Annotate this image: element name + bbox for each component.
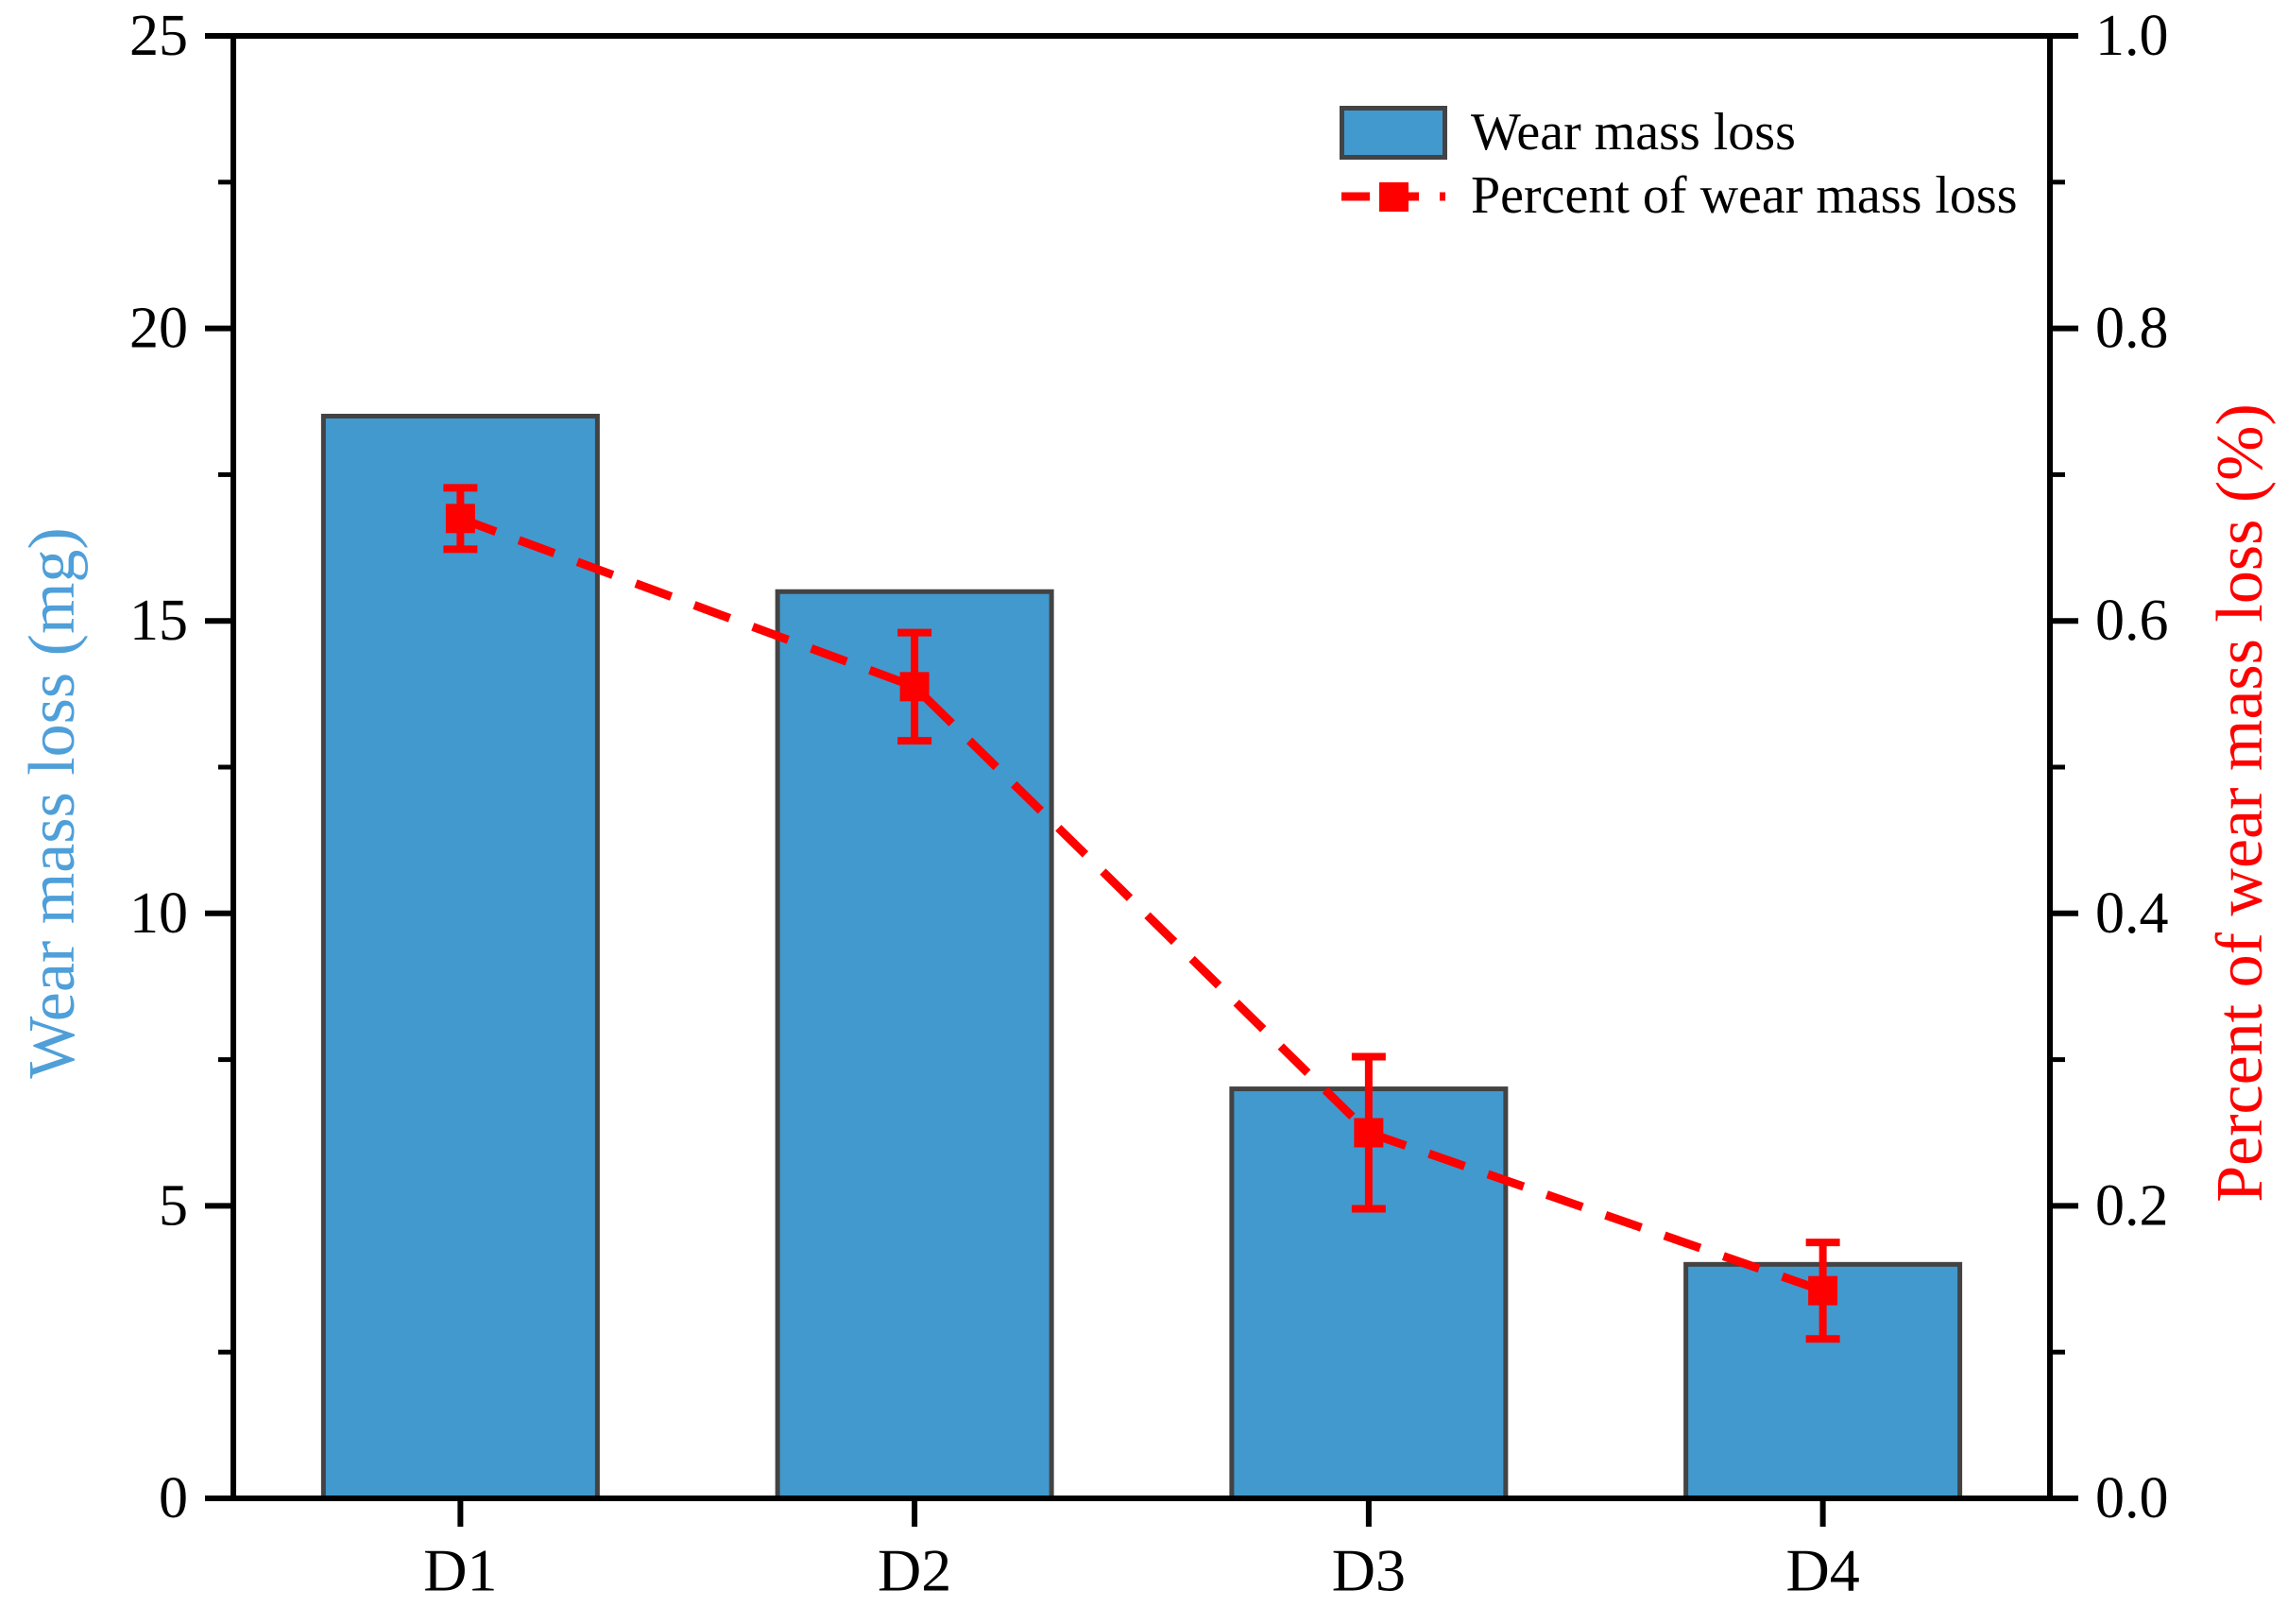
legend-item-percent-of-wear-mass-loss: Percent of wear mass loss [1340,167,2018,224]
right-axis-title: Percent of wear mass loss (%) [2204,403,2277,1203]
error-bars-and-markers [443,484,1840,1343]
x-tick-label-D4: D4 [1786,1537,1860,1604]
marker-D1 [445,504,475,534]
legend-item-label: Wear mass loss [1471,103,1796,162]
right-tick-label: 0.4 [2095,881,2169,946]
right-tick-label: 0.8 [2095,297,2169,361]
legend-bar-swatch-icon [1340,105,1447,160]
marker-D4 [1808,1275,1838,1306]
left-axis: 0 5 10 15 20 25 [129,4,233,1530]
left-tick-label: 0 [159,1466,188,1530]
x-tick-label-D3: D3 [1332,1537,1406,1604]
x-axis: D1 D2 D3 D4 [423,1498,1860,1604]
right-axis: 0.0 0.2 0.4 0.6 0.8 1.0 [2050,4,2169,1530]
x-tick-label-D2: D2 [878,1537,951,1604]
right-tick-label: 0.2 [2095,1173,2169,1238]
left-tick-label: 10 [129,881,188,946]
right-tick-label: 1.0 [2095,4,2169,68]
legend: Wear mass loss Percent of wear mass loss [1340,104,2018,224]
legend-item-label: Percent of wear mass loss [1471,166,2018,225]
x-tick-label-D1: D1 [423,1537,497,1604]
bar-series [320,413,1963,1501]
legend-dashed-line-marker-icon [1341,181,1445,212]
right-tick-label: 0.6 [2095,589,2169,653]
legend-item-wear-mass-loss: Wear mass loss [1340,104,2018,161]
marker-D2 [899,672,930,702]
percent-line [458,514,1825,1295]
line-series [458,514,1825,1295]
left-tick-label: 15 [129,589,188,653]
marker-D3 [1354,1118,1384,1148]
left-tick-label: 20 [129,297,188,361]
left-axis-title: Wear mass loss (mg) [16,527,89,1079]
left-tick-label: 5 [159,1173,188,1238]
bar-D1 [320,413,600,1501]
right-tick-label: 0.0 [2095,1466,2169,1530]
left-tick-label: 25 [129,4,188,68]
